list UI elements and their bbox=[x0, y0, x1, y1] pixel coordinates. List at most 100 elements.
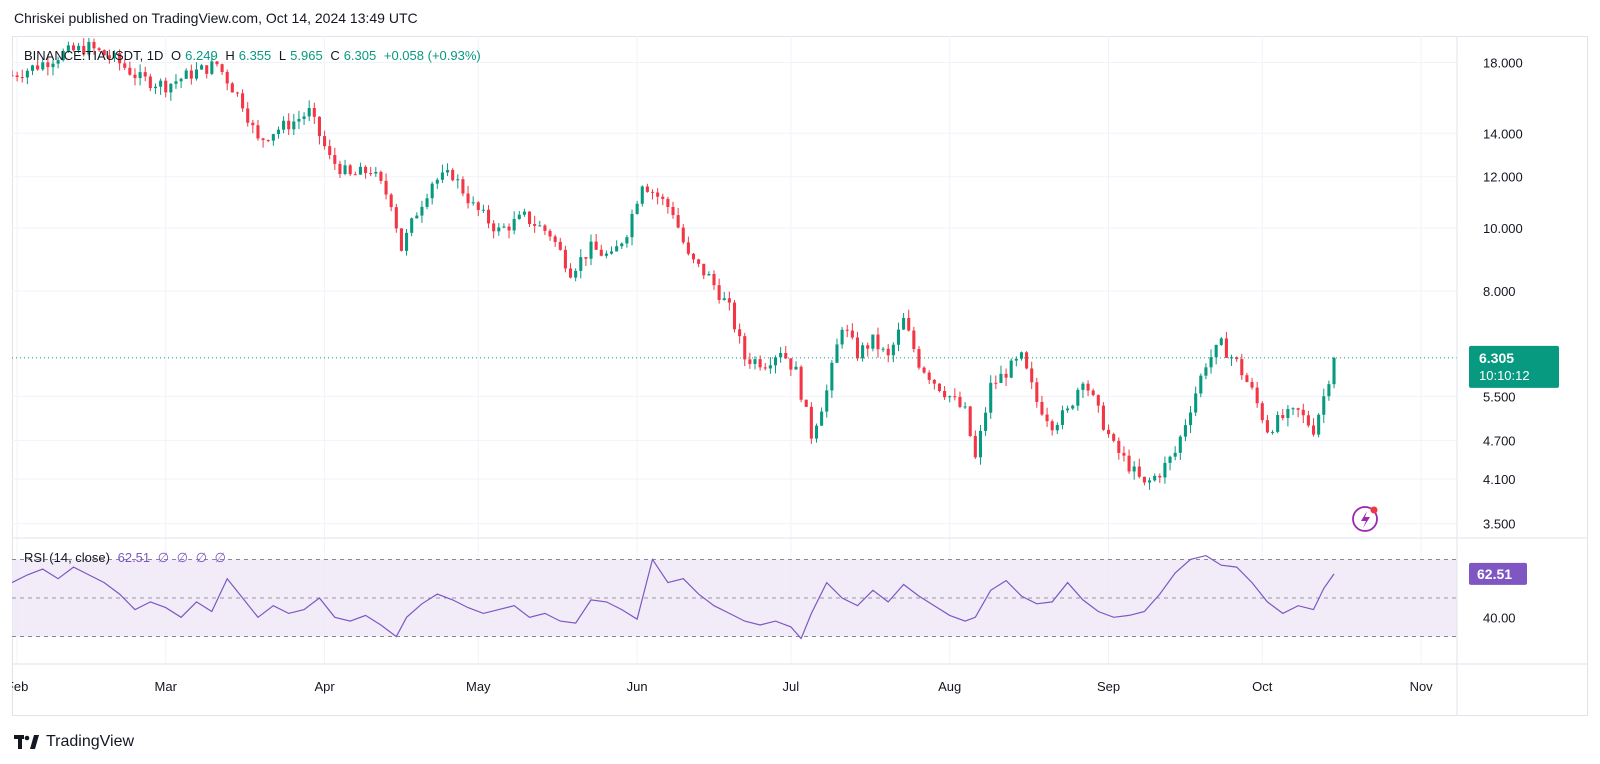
candle-body bbox=[978, 430, 982, 458]
candle-body bbox=[410, 218, 414, 233]
candle-body bbox=[282, 120, 286, 130]
candle-body bbox=[676, 215, 680, 228]
candle-body bbox=[671, 206, 675, 216]
candle-body bbox=[527, 211, 532, 224]
candle-body bbox=[953, 396, 957, 398]
chart-canvas[interactable]: 18.000 14.000 12.000 10.000 8.000 5.500 4.700 4… bbox=[12, 36, 1588, 716]
alert-icon-ring bbox=[1352, 506, 1378, 532]
candle-body bbox=[835, 344, 839, 363]
symbol-label[interactable]: BINANCE:TIAUSDT, 1D bbox=[24, 48, 164, 63]
candle-body bbox=[907, 317, 911, 331]
candle-body bbox=[722, 298, 726, 300]
axes: 18.000 14.000 12.000 10.000 8.000 5.500 4.700 4… bbox=[12, 36, 1588, 716]
time-tick-label: Jun bbox=[627, 679, 648, 694]
candle-body bbox=[179, 78, 183, 82]
candle-body bbox=[430, 183, 434, 199]
candle-body bbox=[886, 348, 890, 356]
candle-body bbox=[948, 396, 952, 398]
candle-body bbox=[666, 198, 670, 207]
candle-body bbox=[738, 329, 742, 337]
time-tick-label: May bbox=[466, 679, 491, 694]
candle-body bbox=[374, 171, 378, 174]
candle-body bbox=[205, 65, 209, 74]
candle-body bbox=[1306, 415, 1310, 426]
candle-body bbox=[702, 263, 706, 276]
candle-body bbox=[1281, 414, 1285, 418]
alert-icon[interactable] bbox=[1352, 506, 1378, 532]
candle-body bbox=[1055, 424, 1059, 431]
candle-body bbox=[1286, 409, 1290, 418]
candle-body bbox=[912, 330, 916, 350]
candle-body bbox=[307, 107, 311, 117]
candle-body bbox=[394, 207, 398, 229]
candle-body bbox=[174, 81, 178, 84]
candle-body bbox=[748, 359, 752, 364]
candle-body bbox=[143, 72, 147, 77]
candle-body bbox=[1265, 420, 1269, 433]
candle-body bbox=[1066, 408, 1070, 411]
rsi-band bbox=[12, 559, 1457, 637]
rsi-label[interactable]: RSI (14, close) bbox=[24, 550, 110, 565]
candle-body bbox=[77, 45, 81, 51]
candle-body bbox=[753, 359, 757, 364]
last-price-badge-value: 6.305 bbox=[1479, 350, 1514, 366]
candle-body bbox=[420, 206, 424, 216]
chart-frame[interactable]: 18.000 14.000 12.000 10.000 8.000 5.500 4.700 4… bbox=[12, 36, 1588, 716]
candle-body bbox=[917, 349, 921, 368]
candle-body bbox=[871, 334, 875, 349]
candle-body bbox=[328, 146, 332, 156]
candle-body bbox=[1142, 476, 1146, 483]
candle-body bbox=[891, 344, 895, 356]
candle-body bbox=[66, 45, 70, 51]
candle-body bbox=[1101, 405, 1105, 430]
candle-body bbox=[87, 41, 91, 55]
chart-border bbox=[12, 36, 1588, 716]
candle-body bbox=[717, 285, 721, 300]
price-tick-label: 8.000 bbox=[1483, 284, 1516, 299]
candle-body bbox=[548, 230, 552, 237]
candle-body bbox=[15, 75, 19, 78]
candle-body bbox=[937, 383, 942, 392]
candle-body bbox=[1332, 357, 1336, 385]
candle-body bbox=[235, 92, 239, 94]
candle-body bbox=[1040, 401, 1044, 415]
candle-body bbox=[784, 353, 788, 359]
symbol-legend: BINANCE:TIAUSDT, 1D O 6.249 H 6.355 L 5.965… bbox=[24, 48, 485, 63]
candle-body bbox=[1250, 381, 1254, 388]
candle-body bbox=[36, 65, 40, 70]
price-tick-label: 5.500 bbox=[1483, 389, 1516, 404]
candle-body bbox=[681, 227, 685, 243]
candle-body bbox=[92, 41, 96, 49]
candle-body bbox=[446, 169, 450, 173]
candle-body bbox=[973, 435, 977, 458]
rsi-tick-label: 40.00 bbox=[1483, 610, 1516, 625]
rsi-extra-4: ∅ bbox=[214, 550, 226, 565]
candle-body bbox=[159, 80, 163, 87]
candle-body bbox=[97, 48, 101, 51]
candle-body bbox=[989, 382, 993, 413]
candle-body bbox=[594, 241, 598, 250]
candle-body bbox=[876, 334, 880, 350]
candle-body bbox=[82, 45, 86, 55]
candle-body bbox=[384, 180, 388, 195]
candle-body bbox=[112, 53, 117, 59]
candle-body bbox=[497, 227, 501, 232]
price-tick-label: 18.000 bbox=[1483, 56, 1523, 71]
candle-body bbox=[1045, 414, 1049, 422]
candle-body bbox=[1112, 434, 1116, 441]
candle-body bbox=[251, 122, 255, 126]
candle-body bbox=[164, 80, 168, 93]
candle-body bbox=[533, 223, 537, 226]
candle-body bbox=[353, 174, 357, 176]
high-value: 6.355 bbox=[238, 48, 272, 63]
candle-body bbox=[830, 362, 834, 391]
candle-body bbox=[323, 136, 327, 147]
candle-body bbox=[230, 83, 234, 93]
close-label: C bbox=[330, 48, 340, 63]
candle-body bbox=[804, 399, 808, 407]
candle-body bbox=[568, 268, 573, 278]
close-value: 6.305 bbox=[343, 48, 377, 63]
footer-brand: TradingView bbox=[14, 733, 134, 751]
candle-body bbox=[1030, 368, 1034, 383]
candle-body bbox=[1035, 382, 1039, 402]
